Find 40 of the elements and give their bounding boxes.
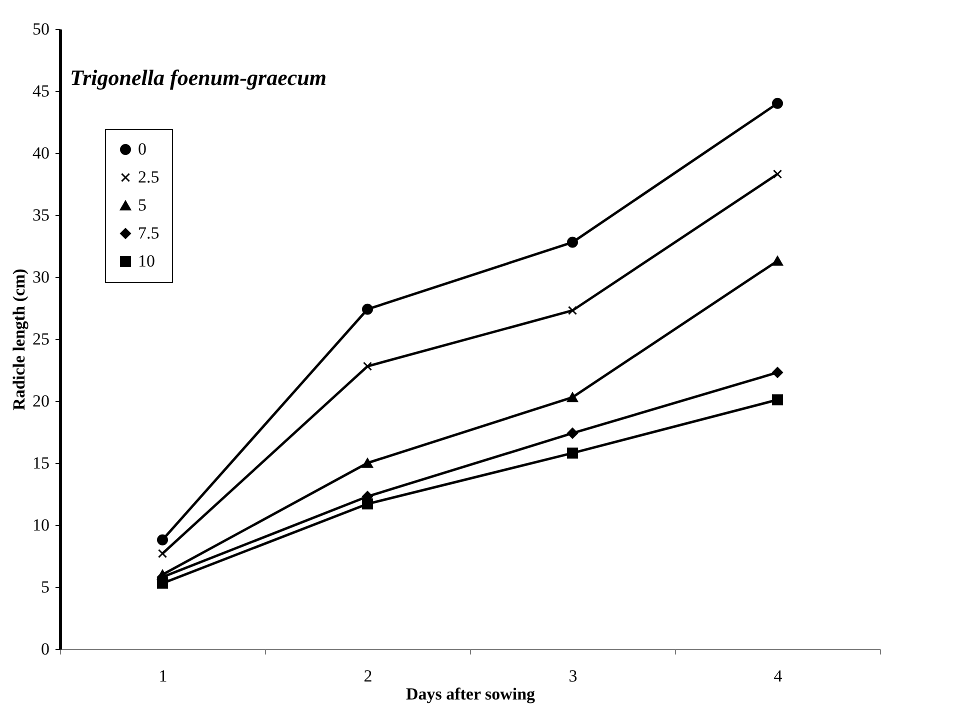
y-tick-label: 10 xyxy=(32,516,50,534)
y-tick-label: 0 xyxy=(41,640,50,658)
x-tick-label: 1 xyxy=(158,666,168,686)
point xyxy=(362,498,373,510)
legend-label: 10 xyxy=(138,252,155,270)
point xyxy=(157,534,168,546)
point xyxy=(362,458,373,468)
point xyxy=(772,366,783,378)
y-tick-label: 50 xyxy=(32,20,50,38)
y-tick-label: 15 xyxy=(32,454,50,472)
point xyxy=(772,98,783,109)
point xyxy=(567,428,578,439)
x-tick-label: 2 xyxy=(364,666,372,686)
y-tick-label: 30 xyxy=(32,268,50,286)
legend-label: 7.5 xyxy=(138,224,160,242)
y-tick-label: 45 xyxy=(32,82,50,100)
legend-label: 0 xyxy=(138,140,146,158)
point xyxy=(772,170,782,179)
point xyxy=(772,256,783,266)
y-tick-label: 40 xyxy=(32,144,50,162)
y-tick-label: 5 xyxy=(41,578,50,596)
point xyxy=(772,394,783,406)
y-tick-label: 20 xyxy=(32,392,50,410)
y-tick-label: 25 xyxy=(32,330,50,348)
x-axis-title: Days after sowing xyxy=(406,684,536,704)
point xyxy=(567,392,578,402)
point xyxy=(158,548,168,558)
point xyxy=(362,304,373,315)
legend-label: 5 xyxy=(138,196,146,214)
point xyxy=(568,306,578,316)
point xyxy=(362,362,372,371)
y-tick-label: 35 xyxy=(32,206,50,224)
legend-label: 2.5 xyxy=(138,168,160,186)
x-tick-label: 3 xyxy=(568,666,578,686)
x-tick-label: 4 xyxy=(774,666,783,686)
point xyxy=(567,236,578,248)
text: Trigonella foenum-graecum xyxy=(70,65,326,90)
point xyxy=(157,578,168,589)
y-axis-title: Radicle length (cm) xyxy=(10,268,28,410)
point xyxy=(567,448,578,459)
